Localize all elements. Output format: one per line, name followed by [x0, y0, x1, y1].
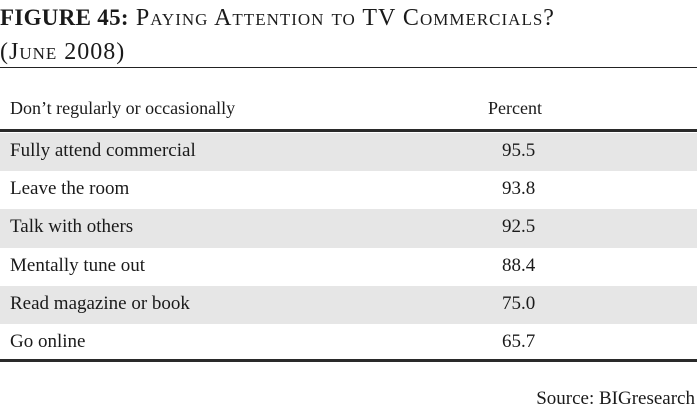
table-header: Don’t regularly or occasionally Percent [0, 88, 697, 128]
row-value: 93.8 [502, 178, 536, 200]
table-row: Leave the room 93.8 [0, 171, 697, 209]
figure-title-text: Paying Attention to TV Commercials? [135, 5, 555, 31]
table-row: Talk with others 92.5 [0, 209, 697, 248]
table-bottom-divider [0, 359, 697, 362]
row-value: 65.7 [502, 330, 536, 352]
row-value: 75.0 [502, 292, 536, 314]
table-row: Go online 65.7 [0, 324, 697, 362]
figure-title: FIGURE 45: Paying Attention to TV Commer… [0, 1, 690, 69]
row-label: Leave the room [10, 178, 130, 200]
row-label: Go online [10, 330, 86, 352]
source-note: Source: BIGresearch [536, 388, 695, 409]
table-row: Fully attend commercial 95.5 [0, 133, 697, 172]
figure-subtitle: (June 2008) [0, 39, 126, 65]
table-row: Read magazine or book 75.0 [0, 285, 697, 324]
row-label: Fully attend commercial [10, 140, 196, 161]
row-value: 95.5 [502, 140, 536, 161]
table-row: Mentally tune out 88.4 [0, 248, 697, 286]
row-value: 92.5 [502, 216, 536, 238]
row-label: Talk with others [10, 216, 134, 238]
header-percent: Percent [488, 98, 542, 118]
row-label: Read magazine or book [10, 292, 190, 314]
row-value: 88.4 [502, 254, 536, 276]
header-divider [0, 129, 697, 132]
header-category: Don’t regularly or occasionally [10, 98, 236, 118]
title-divider [0, 67, 697, 68]
table-body: Fully attend commercial 95.5 Leave the roo… [0, 133, 697, 362]
data-table: Don’t regularly or occasionally Percent [0, 88, 697, 128]
figure-number: FIGURE 45: [0, 5, 129, 30]
row-label: Mentally tune out [10, 254, 146, 276]
